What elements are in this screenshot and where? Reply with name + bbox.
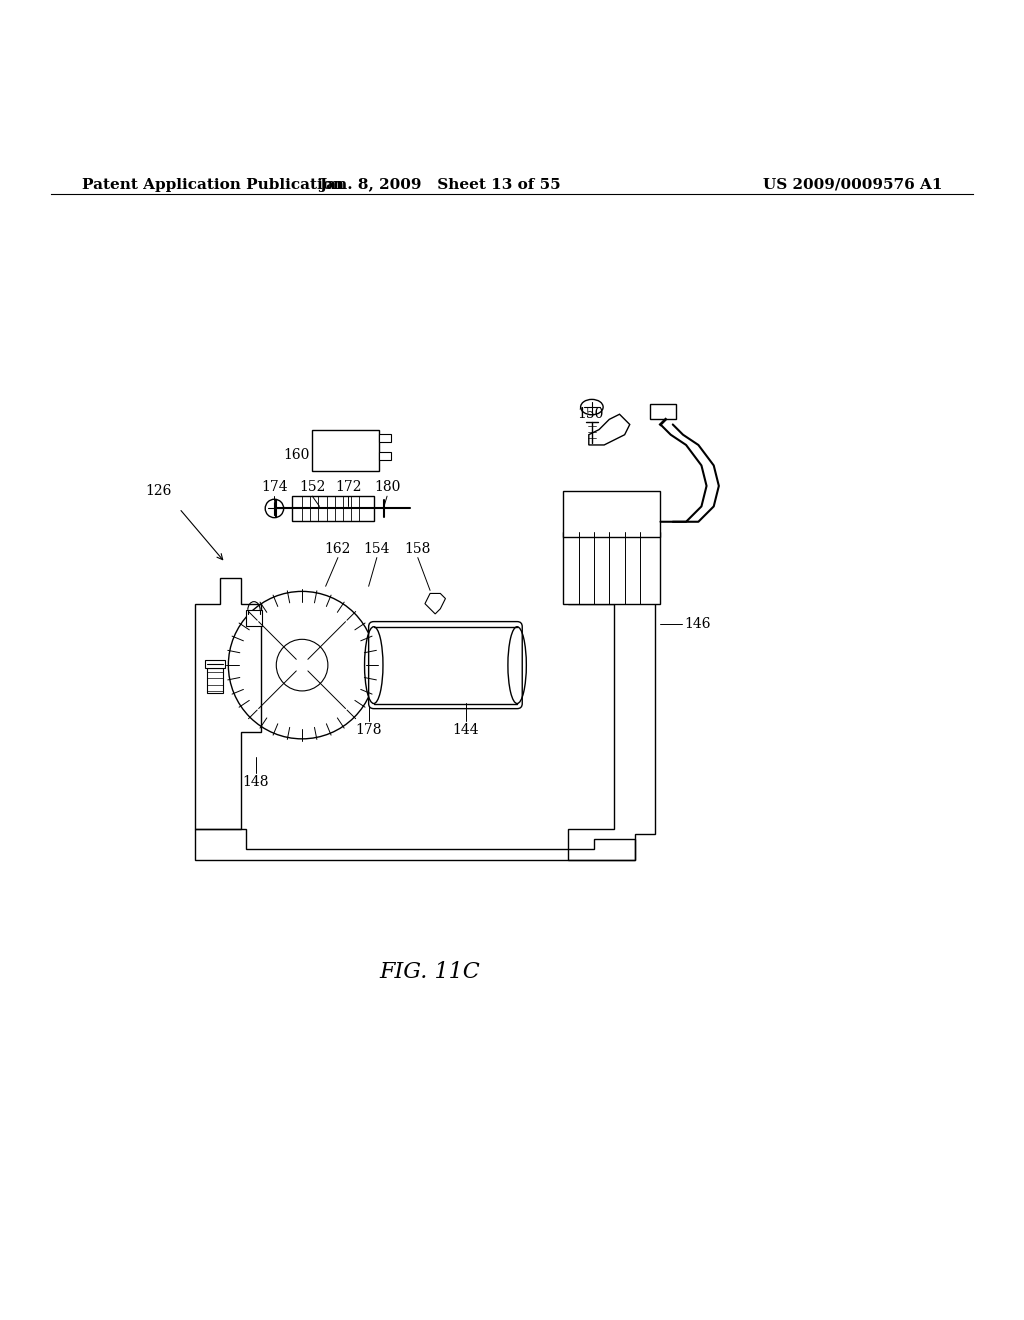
Bar — [312, 429, 379, 470]
Text: 160: 160 — [284, 449, 310, 462]
Text: Patent Application Publication: Patent Application Publication — [82, 178, 344, 191]
Text: 172: 172 — [335, 480, 361, 494]
Text: 174: 174 — [261, 480, 288, 494]
Bar — [379, 434, 391, 442]
Text: 150: 150 — [578, 408, 604, 421]
Text: 126: 126 — [145, 484, 172, 498]
Bar — [207, 668, 223, 693]
Bar — [563, 491, 660, 537]
Text: US 2009/0009576 A1: US 2009/0009576 A1 — [763, 178, 942, 191]
FancyBboxPatch shape — [369, 622, 522, 709]
Text: 180: 180 — [374, 480, 400, 494]
Text: Jan. 8, 2009   Sheet 13 of 55: Jan. 8, 2009 Sheet 13 of 55 — [319, 178, 561, 191]
Text: 144: 144 — [453, 723, 479, 738]
Text: 158: 158 — [404, 541, 431, 556]
Text: 152: 152 — [299, 480, 326, 494]
Text: 146: 146 — [684, 618, 711, 631]
Text: 162: 162 — [325, 541, 351, 556]
Bar — [205, 660, 225, 668]
Bar — [292, 496, 374, 520]
Bar — [650, 404, 676, 420]
Bar — [563, 532, 660, 603]
Text: 178: 178 — [355, 723, 382, 738]
Text: 154: 154 — [364, 541, 390, 556]
Bar — [379, 453, 391, 461]
Text: 148: 148 — [243, 775, 269, 788]
Bar — [246, 610, 262, 626]
Text: FIG. 11C: FIG. 11C — [380, 961, 480, 983]
